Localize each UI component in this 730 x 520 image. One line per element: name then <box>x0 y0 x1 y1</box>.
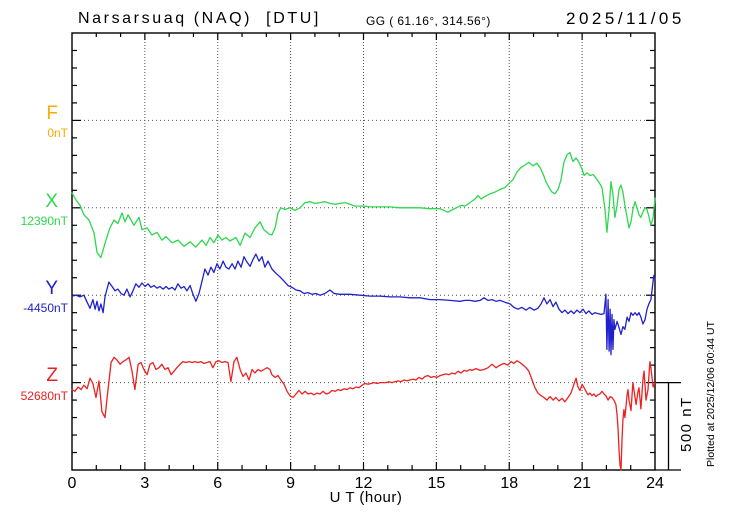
geographic-coordinates: GG ( 61.16°, 314.56°) <box>366 14 491 28</box>
component-label-y: Y <box>45 278 58 299</box>
x-axis-tick-label: 18 <box>500 475 519 492</box>
x-axis-tick-label: 3 <box>140 475 150 492</box>
plot-date: 2025/11/05 <box>566 9 685 28</box>
scale-bar-label: 500 nT <box>678 396 695 452</box>
plotted-at-note: Plotted at 2025/12/06 00:44 UT <box>705 320 717 467</box>
x-axis-tick-label: 6 <box>213 475 223 492</box>
x-axis-title: U T (hour) <box>329 489 403 506</box>
component-baseline-z: 52680nT <box>20 389 68 403</box>
component-label-x: X <box>45 191 58 212</box>
trace-x <box>71 152 656 259</box>
component-label-f: F <box>46 103 58 124</box>
component-baseline-f: 0nT <box>47 126 68 140</box>
x-axis-tick-label: 12 <box>354 475 373 492</box>
component-baseline-y: -4450nT <box>23 301 68 315</box>
component-label-z: Z <box>46 365 58 386</box>
trace-z <box>71 356 656 471</box>
component-baseline-x: 12390nT <box>20 214 68 228</box>
x-axis-tick-label: 21 <box>573 475 592 492</box>
plot-frame <box>71 32 656 471</box>
trace-y <box>71 253 656 356</box>
station-title: Narsarsuaq (NAQ) [DTU] <box>78 10 321 27</box>
x-axis-tick-label: 24 <box>646 475 664 492</box>
x-axis-tick-label: 15 <box>427 475 446 492</box>
x-axis-tick-label: 0 <box>67 475 77 492</box>
x-axis-tick-label: 9 <box>286 475 296 492</box>
